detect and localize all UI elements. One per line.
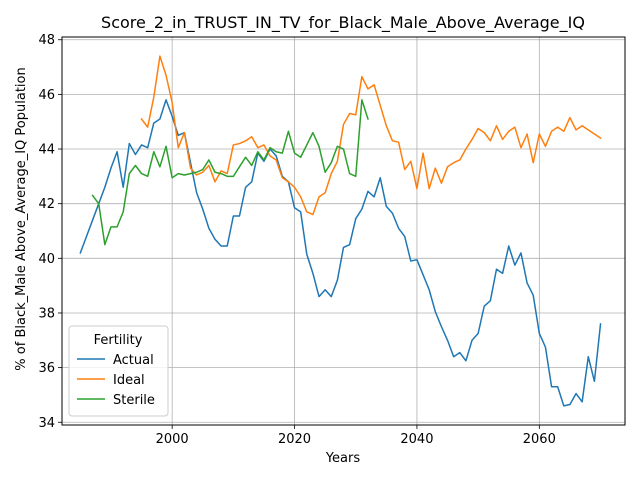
x-tick-label: 2060 (523, 432, 556, 447)
y-axis-label: % of Black_Male Above_Average_IQ Populat… (14, 67, 29, 370)
x-tick-label: 2020 (278, 432, 311, 447)
y-tick-label: 44 (38, 143, 55, 158)
series-lines (79, 55, 602, 407)
x-axis-ticks: 2000 2020 2040 2060 (156, 425, 556, 447)
y-tick-label: 40 (38, 252, 55, 267)
series-line-ideal (140, 55, 602, 216)
y-tick-label: 46 (38, 88, 55, 103)
series-line-actual (79, 99, 602, 407)
x-tick-label: 2040 (400, 432, 433, 447)
legend-label-sterile: Sterile (113, 393, 155, 408)
legend-box (68, 325, 169, 417)
y-axis-ticks: 34 36 38 40 42 44 46 48 (38, 33, 62, 431)
legend-label-ideal: Ideal (113, 373, 145, 388)
y-tick-label: 42 (38, 197, 55, 212)
y-tick-label: 38 (38, 306, 55, 321)
x-tick-label: 2000 (156, 432, 189, 447)
legend-items: Actual Ideal Sterile (77, 353, 155, 408)
legend: Fertility Actual Ideal Sterile (68, 325, 169, 417)
legend-label-actual: Actual (113, 353, 154, 368)
plot-frame (61, 36, 626, 426)
legend-title: Fertility (94, 333, 143, 348)
x-axis-label: Years (325, 451, 361, 466)
y-tick-label: 34 (38, 416, 55, 431)
y-tick-label: 48 (38, 33, 55, 48)
chart-title: Score_2_in_TRUST_IN_TV_for_Black_Male_Ab… (101, 13, 585, 33)
series-line-sterile (91, 99, 369, 246)
y-tick-label: 36 (38, 361, 55, 376)
